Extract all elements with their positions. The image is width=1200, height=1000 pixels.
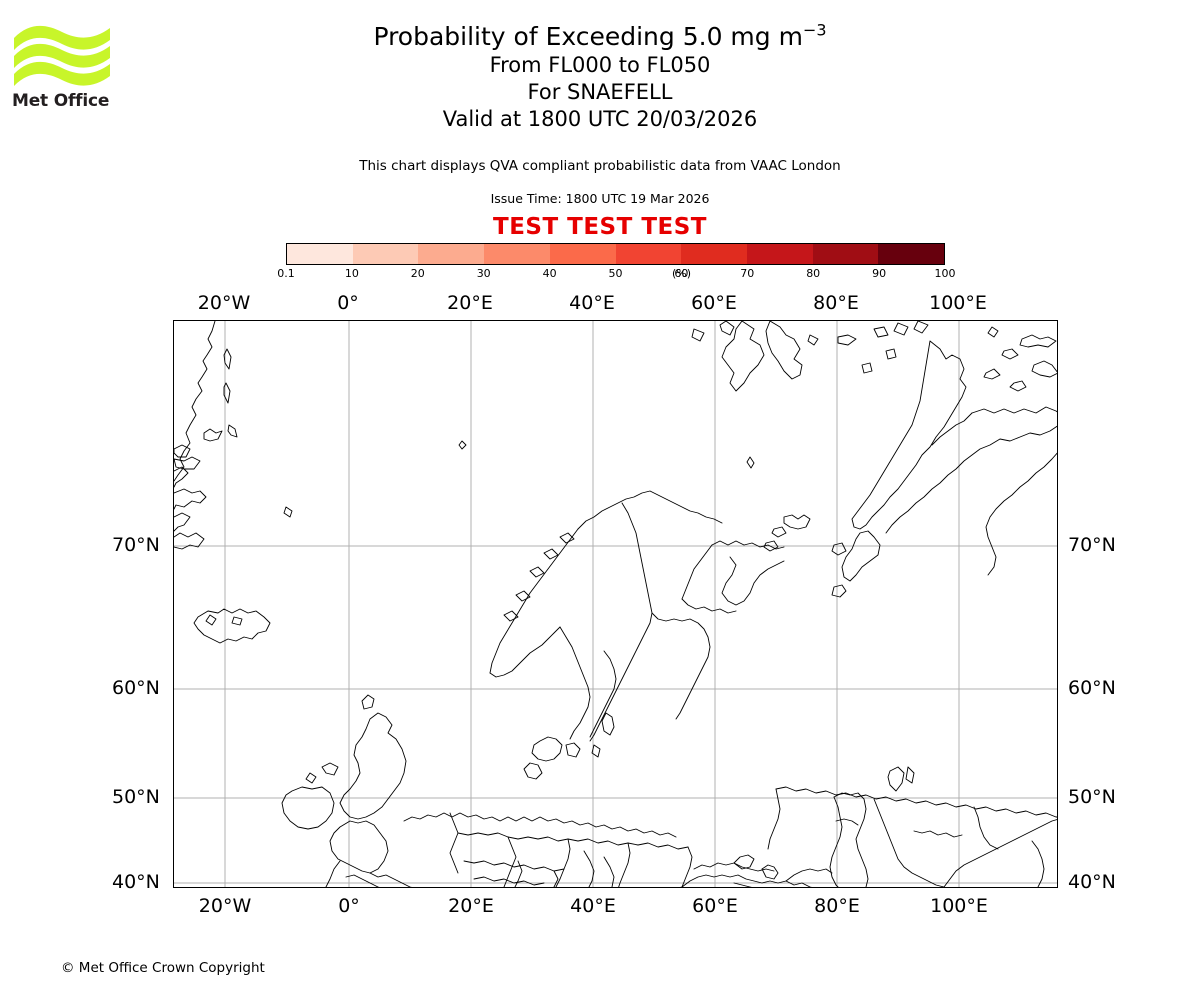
colorbar-bands	[286, 243, 945, 265]
lon-label-top-100°E: 100°E	[929, 292, 987, 314]
lon-label-top-20°W: 20°W	[197, 292, 251, 314]
colorbar-tick-50: 50	[608, 267, 623, 280]
lon-label-bottom-40°E: 40°E	[570, 895, 616, 917]
lon-label-bottom-60°E: 60°E	[692, 895, 738, 917]
colorbar-units-label: (%)	[672, 267, 692, 280]
lon-label-bottom-0°: 0°	[338, 895, 360, 917]
copyright-notice: © Met Office Crown Copyright	[61, 960, 265, 976]
lon-label-top-0°: 0°	[337, 292, 359, 314]
lon-label-top-60°E: 60°E	[691, 292, 737, 314]
colorbar-band-6	[681, 244, 747, 264]
lon-label-bottom-100°E: 100°E	[930, 895, 988, 917]
page-title-text: Probability of Exceeding 5.0 mg m	[373, 22, 803, 51]
colorbar-tick-0-1: 0.1	[277, 267, 295, 280]
qva-note: This chart displays QVA compliant probab…	[359, 158, 841, 174]
lat-label-right-50°N: 50°N	[1068, 786, 1116, 808]
colorbar-band-5	[615, 244, 682, 264]
colorbar-tick-10: 10	[344, 267, 359, 280]
colorbar-tick-30: 30	[476, 267, 491, 280]
page-title-exponent: −3	[802, 20, 827, 40]
colorbar-tick-80: 80	[806, 267, 821, 280]
title-flight-levels: From FL000 to FL050	[489, 53, 711, 77]
colorbar-band-4	[549, 244, 616, 264]
lat-label-left-60°N: 60°N	[112, 677, 160, 699]
lat-label-right-40°N: 40°N	[1068, 871, 1116, 893]
map-panel[interactable]	[173, 320, 1058, 888]
colorbar-tick-70: 70	[740, 267, 755, 280]
lat-label-left-40°N: 40°N	[112, 871, 160, 893]
colorbar-band-9	[878, 244, 945, 264]
probability-colorbar: 0.1 10 20 30 40 50 60 70 80 90 100	[277, 243, 956, 280]
met-office-wordmark: Met Office	[12, 91, 110, 111]
colorbar-tick-90: 90	[872, 267, 887, 280]
colorbar-band-8	[812, 244, 879, 264]
lon-label-top-80°E: 80°E	[813, 292, 859, 314]
title-volcano-name: For SNAEFELL	[527, 80, 673, 104]
map-gridlines	[174, 321, 1057, 887]
colorbar-tick-100: 100	[934, 267, 956, 280]
colorbar-tick-60: 60	[674, 267, 689, 280]
lat-label-right-70°N: 70°N	[1068, 534, 1116, 556]
lat-label-right-60°N: 60°N	[1068, 677, 1116, 699]
chart-title-block: Probability of Exceeding 5.0 mg m−3 From…	[0, 22, 1200, 133]
met-office-logo: Met Office	[12, 20, 122, 115]
title-valid-time: Valid at 1800 UTC 20/03/2026	[442, 107, 758, 131]
map-canvas	[174, 321, 1057, 887]
lon-label-bottom-20°E: 20°E	[448, 895, 494, 917]
page-title: Probability of Exceeding 5.0 mg m−3	[0, 22, 1200, 52]
lat-label-left-50°N: 50°N	[112, 786, 160, 808]
lon-label-bottom-20°W: 20°W	[198, 895, 252, 917]
lon-label-top-40°E: 40°E	[569, 292, 615, 314]
colorbar-band-1	[352, 244, 419, 264]
colorbar-tick-40: 40	[542, 267, 557, 280]
colorbar-band-7	[746, 244, 813, 264]
lat-label-left-70°N: 70°N	[112, 534, 160, 556]
colorbar-tick-20: 20	[410, 267, 425, 280]
met-office-wave-icon	[14, 25, 110, 86]
map-coastlines	[174, 321, 1057, 887]
colorbar-band-3	[484, 244, 550, 264]
issue-time-note: Issue Time: 1800 UTC 19 Mar 2026	[490, 191, 710, 206]
lon-label-top-20°E: 20°E	[447, 292, 493, 314]
test-banner: TEST TEST TEST	[493, 214, 707, 240]
colorbar-band-2	[418, 244, 485, 264]
lon-label-bottom-80°E: 80°E	[814, 895, 860, 917]
colorbar-band-0	[287, 244, 353, 264]
